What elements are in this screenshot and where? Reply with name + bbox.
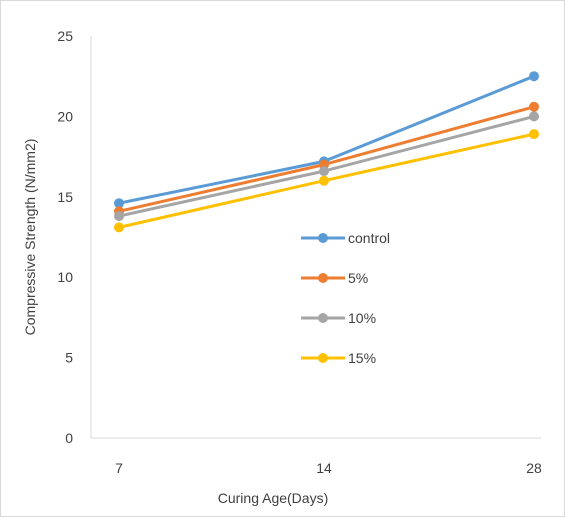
data-point	[529, 101, 539, 112]
legend-swatch-marker	[318, 273, 328, 283]
x-tick-label: 7	[115, 460, 123, 476]
x-tick-label: 28	[526, 460, 542, 476]
axes: 0 5 10 15 20 25 7 14 28	[57, 28, 542, 476]
data-point	[529, 111, 539, 122]
data-point	[529, 71, 539, 82]
x-tick-label: 14	[316, 460, 332, 476]
y-tick-label: 20	[57, 108, 73, 124]
series-layer	[114, 71, 539, 233]
legend-swatch-marker	[318, 233, 328, 243]
y-tick-label: 15	[57, 189, 73, 205]
legend-swatch-marker	[318, 353, 328, 363]
data-point	[319, 175, 329, 186]
legend-label: 10%	[348, 310, 376, 326]
data-point	[114, 198, 124, 209]
data-point	[114, 211, 124, 222]
legend-swatch-marker	[318, 313, 328, 323]
y-tick-label: 25	[57, 28, 73, 44]
legend: control 5% 10% 15%	[301, 230, 390, 366]
y-tick-label: 5	[65, 350, 73, 366]
legend-label: 5%	[348, 270, 368, 286]
data-point	[114, 222, 124, 233]
y-tick-label: 10	[57, 269, 73, 285]
legend-label: control	[348, 230, 390, 246]
x-axis-title: Curing Age(Days)	[218, 490, 329, 506]
y-axis-title: Compressive Strength (N/mm2)	[22, 139, 38, 336]
legend-label: 15%	[348, 350, 376, 366]
data-point	[529, 129, 539, 140]
data-point	[319, 166, 329, 177]
y-tick-label: 0	[65, 430, 73, 446]
